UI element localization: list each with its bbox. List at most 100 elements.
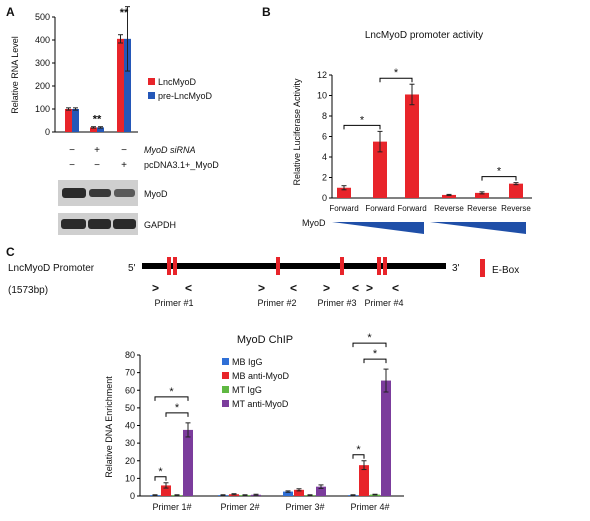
legend-c-swatch-mt-anti-myod	[222, 400, 229, 407]
bar-mb-anti-myod	[161, 485, 171, 496]
significance-label: *	[356, 444, 361, 456]
panel-c-chart: 0 10 20 30 40 50 60 70 80 Primer 1# Primer 2# Prime…	[125, 332, 404, 512]
significance-bracket	[352, 454, 365, 459]
bar-mb-anti-myod	[359, 465, 369, 496]
primer-1-label: Primer #1	[154, 298, 193, 308]
significance-bracket	[343, 124, 381, 130]
y-tick-label: 0	[45, 127, 50, 137]
ebox-marks	[167, 257, 387, 275]
bar-luciferase	[405, 94, 419, 198]
y-tick-label: 6	[322, 132, 327, 142]
bar-luciferase	[337, 187, 351, 198]
x-tick-label: Forward	[397, 204, 426, 213]
significance-bracket	[481, 176, 517, 181]
ebox-legend-label: E-Box	[492, 265, 519, 276]
y-tick-label: 500	[35, 12, 50, 22]
x-tick-label: Forward	[365, 204, 394, 213]
blot-gapdh	[58, 213, 138, 235]
ebox-mark	[276, 257, 280, 275]
panel-b-myod-label: MyoD	[302, 218, 326, 228]
legend-a-swatch-lncmyod	[148, 78, 155, 85]
y-tick-label: 80	[125, 350, 135, 360]
x-tick-label: Primer 2#	[220, 502, 259, 512]
panel-b-title: LncMyoD promoter activity	[365, 30, 483, 41]
primer-2-reverse-arrow: <	[290, 281, 297, 295]
treat-2-sign-1: −	[69, 160, 75, 171]
significance-label: *	[394, 67, 399, 79]
y-tick-label: 12	[317, 70, 327, 80]
blot-gapdh-label: GAPDH	[144, 220, 176, 230]
primer-4-reverse-arrow: <	[392, 281, 399, 295]
x-tick-label: Primer 3#	[285, 502, 324, 512]
y-tick-label: 200	[35, 81, 50, 91]
bar-mt-anti-myod	[316, 486, 326, 496]
legend-c-label-mb-anti-myod: MB anti-MyoD	[232, 371, 290, 381]
legend-c-swatch-mb-anti-myod	[222, 372, 229, 379]
y-tick-label: 2	[322, 173, 327, 183]
ebox-mark	[383, 257, 387, 275]
y-tick-label: 10	[317, 91, 327, 101]
bar-lncmyod	[90, 127, 97, 132]
bar-mt-anti-myod	[183, 429, 193, 496]
y-tick-label: 400	[35, 35, 50, 45]
y-tick-label: 300	[35, 58, 50, 68]
treat-2-sign-3: +	[121, 160, 127, 171]
x-tick-label: Reverse	[467, 204, 497, 213]
y-tick-label: 0	[130, 491, 135, 501]
primer-1-forward-arrow: >	[152, 281, 159, 295]
ebox-mark	[340, 257, 344, 275]
ebox-legend-swatch	[480, 259, 485, 277]
three-prime-label: 3'	[452, 263, 460, 274]
y-tick-label: 40	[125, 421, 135, 431]
bar-lncmyod	[65, 109, 72, 132]
panel-b-ylabel: Relative Luciferase Activity	[292, 78, 302, 186]
treat-1-sign-3: −	[121, 145, 127, 156]
significance-label: *	[497, 166, 502, 178]
legend-a-label-lncmyod: LncMyoD	[158, 77, 197, 87]
significance-label: *	[360, 114, 365, 126]
treat-1-sign-2: +	[94, 145, 100, 156]
primer-3-forward-arrow: >	[323, 281, 330, 295]
x-tick-label: Primer 4#	[350, 502, 389, 512]
y-tick-label: 10	[125, 473, 135, 483]
ebox-mark	[377, 257, 381, 275]
blot-myod	[58, 180, 138, 206]
panel-label-c: C	[6, 245, 15, 259]
bar-pre-lncmyod	[124, 38, 131, 132]
primer-2-label: Primer #2	[257, 298, 296, 308]
y-tick-label: 20	[125, 456, 135, 466]
bar-luciferase	[475, 192, 489, 198]
legend-c-swatch-mb-igg	[222, 358, 229, 365]
blot-myod-label: MyoD	[144, 189, 168, 199]
bar-mb-igg	[283, 491, 293, 496]
promoter-length: (1573bp)	[8, 285, 48, 296]
x-tick-label: Reverse	[434, 204, 464, 213]
treat-1-sign-1: −	[69, 145, 75, 156]
myod-gradient-triangle-1	[332, 222, 424, 234]
y-tick-label: 100	[35, 104, 50, 114]
bar-pre-lncmyod	[97, 127, 104, 132]
treat-1-label: MyoD siRNA	[144, 145, 196, 155]
panel-label-a: A	[6, 5, 15, 19]
x-tick-label: Primer 1#	[152, 502, 191, 512]
y-tick-label: 60	[125, 385, 135, 395]
x-tick-label: Reverse	[501, 204, 531, 213]
primer-3-label: Primer #3	[317, 298, 356, 308]
primer-3-reverse-arrow: <	[352, 281, 359, 295]
primer-1-reverse-arrow: <	[185, 281, 192, 295]
primer-4-label: Primer #4	[364, 298, 403, 308]
primer-2-forward-arrow: >	[258, 281, 265, 295]
legend-c-swatch-mt-igg	[222, 386, 229, 393]
x-tick-label: Forward	[329, 204, 358, 213]
panel-c-ylabel: Relative DNA Enrichment	[104, 376, 114, 478]
legend-c-label-mt-igg: MT IgG	[232, 385, 262, 395]
treat-2-sign-2: −	[94, 160, 100, 171]
bar-lncmyod	[117, 38, 124, 132]
five-prime-label: 5'	[128, 263, 136, 274]
primer-4-forward-arrow: >	[366, 281, 373, 295]
panel-a-chart: 0 100 200 300 400 500 ** **	[35, 6, 138, 137]
significance-label: *	[169, 386, 174, 398]
significance-label: **	[93, 114, 102, 126]
